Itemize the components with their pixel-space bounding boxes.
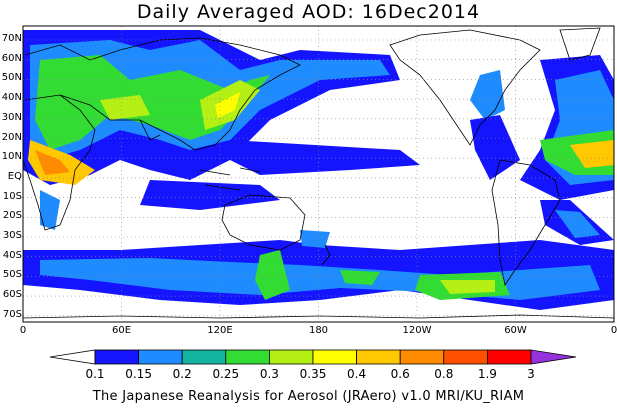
- colorbar-swatch: [399, 349, 445, 365]
- colorbar-low-arrow: [49, 349, 96, 365]
- lat-label: 10S: [2, 190, 22, 202]
- colorbar-swatch: [486, 349, 532, 365]
- lat-label: 70S: [2, 308, 22, 320]
- lat-label: 20S: [2, 210, 22, 222]
- colorbar-swatch: [312, 349, 357, 365]
- lon-label: 60W: [504, 325, 527, 336]
- colorbar-label: 0.3: [259, 367, 279, 381]
- lat-label: EQ: [7, 170, 22, 182]
- page-title: Daily Averaged AOD: 16Dec2014: [136, 1, 481, 23]
- credit-line: The Japanese Reanalysis for Aerosol (JRA…: [92, 389, 525, 404]
- colorbar-label: 0.8: [434, 367, 454, 381]
- colorbar-label: 0.6: [390, 367, 410, 381]
- lat-label: 50N: [1, 72, 22, 84]
- lat-label: 60N: [1, 52, 22, 64]
- lon-label: 120E: [207, 325, 233, 336]
- colorbar-swatch: [138, 349, 183, 365]
- colorbar-high-arrow: [530, 349, 577, 365]
- lat-label: 30S: [2, 230, 22, 241]
- colorbar-label: 0.4: [347, 367, 367, 381]
- colorbar-swatch: [443, 349, 488, 365]
- colorbar-label: 0.15: [125, 367, 152, 381]
- lon-label: 180: [308, 325, 329, 336]
- lat-label: 60S: [2, 289, 22, 301]
- lat-label: 50S: [2, 269, 22, 281]
- map-frame: [22, 25, 615, 323]
- lon-label: 60E: [111, 325, 132, 336]
- lat-label: 40S: [2, 249, 22, 261]
- graticule: [23, 26, 614, 322]
- colorbar-swatch: [181, 349, 227, 365]
- colorbar-swatch: [356, 349, 401, 365]
- colorbar-swatch: [225, 349, 270, 365]
- lon-label: 120W: [402, 325, 432, 336]
- colorbar-label: 0.35: [299, 367, 327, 381]
- lon-label: 0: [19, 325, 27, 336]
- colorbar-label: 3: [527, 367, 535, 381]
- lon-label: 0: [610, 325, 617, 336]
- colorbar: [49, 349, 577, 365]
- lat-label: 20N: [1, 131, 22, 143]
- lat-label: 30N: [1, 111, 22, 123]
- lat-label: 40N: [1, 92, 22, 104]
- colorbar-label: 0.1: [85, 367, 105, 381]
- colorbar-label: 0.2: [172, 367, 192, 381]
- lat-label: 10N: [1, 151, 22, 163]
- colorbar-swatch: [268, 349, 314, 365]
- colorbar-label: 0.25: [212, 367, 240, 381]
- lat-label: 70N: [1, 33, 22, 44]
- colorbar-label: 1.9: [477, 367, 497, 381]
- colorbar-swatch: [94, 349, 139, 365]
